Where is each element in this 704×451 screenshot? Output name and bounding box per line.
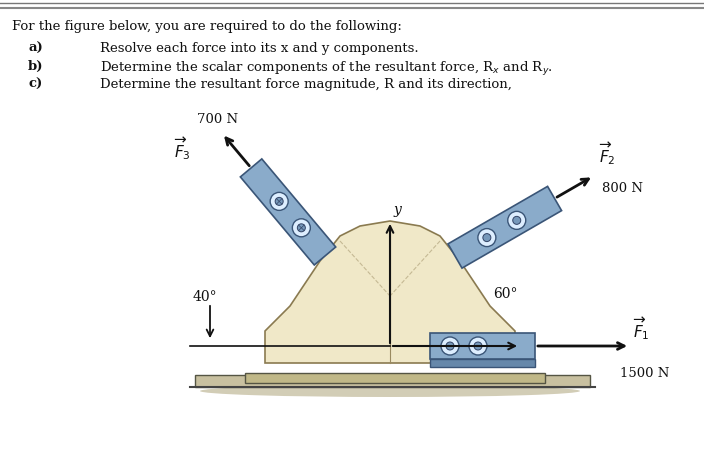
Text: Determine the resultant force magnitude, R and its direction,: Determine the resultant force magnitude,… — [100, 78, 512, 91]
Text: $\overrightarrow{F}_1$: $\overrightarrow{F}_1$ — [633, 314, 650, 341]
Circle shape — [508, 212, 526, 230]
Text: 60°: 60° — [493, 286, 517, 300]
Text: 800 N: 800 N — [601, 182, 643, 194]
Polygon shape — [430, 333, 535, 359]
Text: x: x — [524, 339, 532, 353]
Text: y: y — [394, 202, 402, 216]
Circle shape — [275, 198, 283, 206]
Text: $\overrightarrow{F}_2$: $\overrightarrow{F}_2$ — [598, 140, 615, 166]
Ellipse shape — [200, 385, 580, 397]
Text: c): c) — [28, 78, 42, 91]
Text: 700 N: 700 N — [197, 113, 238, 126]
Circle shape — [474, 342, 482, 350]
Polygon shape — [245, 373, 545, 383]
Text: Determine the scalar components of the resultant force, R$_x$ and R$_y$.: Determine the scalar components of the r… — [100, 60, 553, 78]
Polygon shape — [430, 359, 535, 367]
Polygon shape — [265, 221, 515, 363]
Circle shape — [483, 234, 491, 242]
Circle shape — [478, 229, 496, 247]
Circle shape — [446, 342, 454, 350]
Text: 1500 N: 1500 N — [620, 366, 670, 379]
Circle shape — [469, 337, 487, 355]
Polygon shape — [195, 375, 590, 387]
Text: 40°: 40° — [193, 290, 218, 304]
Text: b): b) — [28, 60, 44, 73]
Text: $\overrightarrow{F}_3$: $\overrightarrow{F}_3$ — [175, 135, 191, 162]
Circle shape — [513, 217, 521, 225]
Text: a): a) — [28, 42, 43, 55]
Circle shape — [270, 193, 288, 211]
Circle shape — [292, 219, 310, 237]
Polygon shape — [448, 187, 562, 268]
Text: For the figure below, you are required to do the following:: For the figure below, you are required t… — [12, 20, 402, 33]
Polygon shape — [240, 160, 336, 265]
Text: Resolve each force into its x and y components.: Resolve each force into its x and y comp… — [100, 42, 419, 55]
Circle shape — [441, 337, 459, 355]
Circle shape — [297, 224, 306, 232]
